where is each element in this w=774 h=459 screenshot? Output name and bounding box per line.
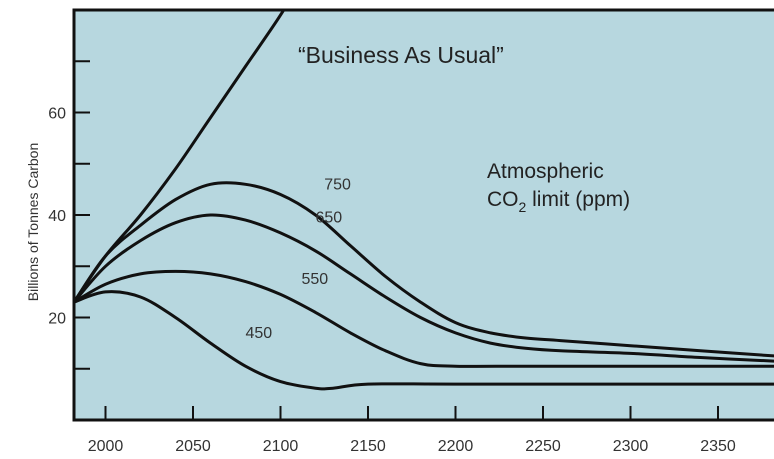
tick-labels: 20 40 60 2000 2050 2100 2150 2200 2250 2300 2350 xyxy=(48,106,736,456)
series-line-550 xyxy=(74,269,774,368)
series-label-450: 450 xyxy=(246,325,273,342)
series-label-650: 650 xyxy=(316,210,343,227)
series-line-750 xyxy=(74,181,774,358)
x-tick-label-2050: 2050 xyxy=(175,438,211,455)
x-tick-label-2000: 2000 xyxy=(88,438,124,455)
x-tick-label-2150: 2150 xyxy=(350,438,386,455)
series-lines xyxy=(74,10,774,391)
x-tick-label-2300: 2300 xyxy=(613,438,649,455)
x-tick-label-2250: 2250 xyxy=(525,438,561,455)
x-tick-label-2100: 2100 xyxy=(263,438,299,455)
limit-annotation-line1: Atmospheric xyxy=(487,160,604,183)
y-tick-label-20: 20 xyxy=(48,311,66,328)
limit-annotation-line2: CO2 limit (ppm) xyxy=(487,188,630,215)
axes xyxy=(72,8,774,422)
y-minor-ticks xyxy=(74,60,90,370)
series-label-750: 750 xyxy=(324,176,351,193)
series-line-650 xyxy=(74,213,774,363)
y-tick-label-40: 40 xyxy=(48,208,66,225)
y-axis-label: Billions of Tonnes Carbon xyxy=(25,143,41,302)
plot-background xyxy=(74,10,774,420)
x-tick-label-2350: 2350 xyxy=(700,438,736,455)
co2-subscript: 2 xyxy=(519,199,527,215)
co-text: CO xyxy=(487,188,519,211)
y-tick-label-60: 60 xyxy=(48,106,66,123)
series-labels: 750 650 550 450 xyxy=(246,176,352,342)
limit-suffix: limit (ppm) xyxy=(526,188,630,211)
business-as-usual-annotation: “Business As Usual” xyxy=(298,42,504,68)
x-tick-label-2200: 2200 xyxy=(438,438,474,455)
series-label-550: 550 xyxy=(302,271,329,288)
series-line-450 xyxy=(74,290,774,391)
